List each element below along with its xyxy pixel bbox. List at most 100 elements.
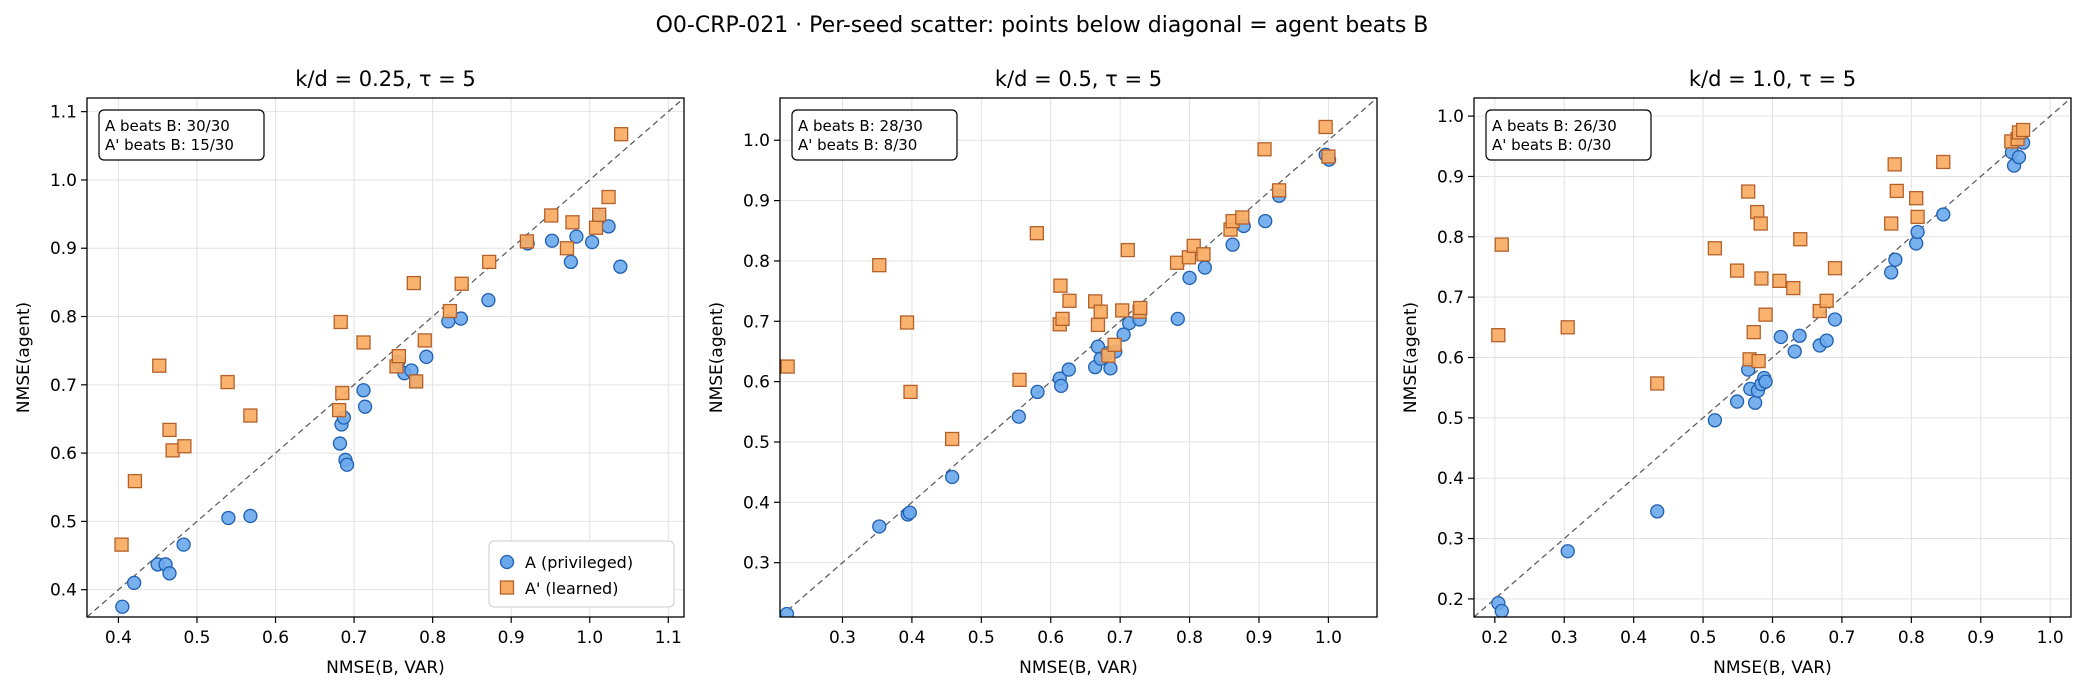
series-a-prime-point xyxy=(1494,237,1509,252)
panel-2: 0.3 0.4 0.5 0.6 0.7 0.8 0.9 1.0 0.3 0.4 0.5 0.6 0.7 0… xyxy=(707,67,1378,678)
series-a-point xyxy=(339,457,355,472)
points-layer xyxy=(114,127,629,614)
series-a-prime-point xyxy=(1793,232,1808,247)
axes-frame xyxy=(1473,97,2072,618)
series-a-prime-point xyxy=(872,258,887,273)
series-a-point xyxy=(1758,374,1773,389)
x-tick-label: 0.2 xyxy=(1481,628,1508,648)
series-a-point xyxy=(1650,504,1665,519)
series-a-prime-point xyxy=(1257,142,1272,157)
legend-frame xyxy=(488,540,675,608)
y-tick-label: 0.4 xyxy=(50,581,77,601)
x-tick-label: 0.5 xyxy=(1690,628,1717,648)
series-a-point xyxy=(1197,260,1212,275)
series-a-point xyxy=(544,233,560,248)
series-a-prime-point xyxy=(1318,119,1333,135)
y-tick-label: 0.6 xyxy=(50,444,77,464)
series-a-prime-point xyxy=(1055,311,1070,327)
series-a-prime-point xyxy=(408,374,424,389)
series-a-prime-point xyxy=(1707,241,1723,256)
series-a-point xyxy=(1560,544,1575,559)
series-a-prime-point xyxy=(1090,317,1106,333)
x-tick-label: 0.5 xyxy=(183,628,210,648)
series-a-prime-point xyxy=(1772,273,1787,289)
panel-title: k/d = 0.5, τ = 5 xyxy=(995,67,1162,91)
series-a-prime-point xyxy=(1936,154,1951,170)
y-tick-label: 0.9 xyxy=(1437,167,1464,187)
series-a-prime-point xyxy=(1062,293,1077,308)
series-a-point xyxy=(1827,312,1843,327)
series-a-prime-point xyxy=(454,276,469,291)
series-a-point xyxy=(1773,329,1788,345)
series-a-prime-point xyxy=(1029,226,1044,241)
x-tick-label: 0.8 xyxy=(1898,628,1925,648)
x-tick-label: 0.7 xyxy=(1828,628,1855,648)
y-tick-label: 1.0 xyxy=(50,171,77,191)
series-a-prime-point xyxy=(1196,247,1211,262)
annotation-box xyxy=(98,109,265,161)
x-tick-label: 0.8 xyxy=(1176,628,1203,648)
series-a-point xyxy=(1494,603,1509,617)
series-a-prime-point xyxy=(220,374,235,390)
series-a-prime-point xyxy=(1819,293,1834,308)
y-tick-label: 0.8 xyxy=(50,308,77,328)
y-tick-label: 1.0 xyxy=(1437,107,1464,127)
series-a-prime-point xyxy=(1650,376,1665,391)
y-axis-label: NMSE(agent) xyxy=(1401,302,1421,413)
series-a-prime-point xyxy=(1120,242,1135,258)
series-a-point xyxy=(1225,237,1240,252)
series-a-prime-point xyxy=(332,402,347,418)
series-a-point xyxy=(357,399,373,414)
series-a-point xyxy=(563,254,579,270)
diagonal-line xyxy=(1473,97,2072,618)
series-a-point xyxy=(1030,384,1045,400)
x-tick-label: 0.3 xyxy=(829,628,856,648)
series-a-prime-point xyxy=(1271,183,1287,198)
series-a-prime-point xyxy=(1786,280,1801,296)
annotation-box xyxy=(1485,109,1652,161)
series-a-prime-point xyxy=(1753,216,1768,231)
series-a-point xyxy=(481,292,496,308)
series-a-prime-point xyxy=(1751,353,1766,369)
series-a-prime-point xyxy=(1887,157,1902,172)
series-a-point xyxy=(126,575,142,591)
series-a-prime-point xyxy=(601,189,616,205)
series-a-prime-point xyxy=(544,208,559,223)
series-a-prime-point xyxy=(1827,261,1843,276)
series-a-prime-point xyxy=(417,333,432,348)
series-a-point xyxy=(1819,333,1834,348)
series-a-point xyxy=(162,566,177,581)
series-a-point xyxy=(1182,270,1197,285)
y-tick-label: 0.9 xyxy=(743,192,770,212)
legend-label: A' (learned) xyxy=(525,579,618,598)
series-a-prime-point xyxy=(335,385,350,401)
y-axis-label: NMSE(agent) xyxy=(707,302,727,413)
series-a-point xyxy=(176,537,191,552)
annotation-line: A' beats B: 8/30 xyxy=(798,136,917,154)
series-a-point xyxy=(1792,328,1807,343)
y-tick-label: 1.1 xyxy=(50,103,77,123)
points-layer xyxy=(780,119,1337,617)
series-a-point xyxy=(872,519,887,534)
series-a-prime-point xyxy=(565,215,580,230)
legend-marker-a xyxy=(499,554,515,570)
series-a-prime-point xyxy=(114,537,129,552)
legend-label: A (privileged) xyxy=(525,553,633,572)
y-tick-label: 0.3 xyxy=(1437,530,1464,550)
series-a-point xyxy=(584,234,600,250)
series-a-point xyxy=(945,469,960,485)
series-a-point xyxy=(1884,265,1899,280)
x-axis-label: NMSE(B, VAR) xyxy=(1713,658,1832,678)
series-a-point xyxy=(2011,149,2027,165)
annotation-line: A beats B: 30/30 xyxy=(105,117,230,135)
series-a-point xyxy=(419,349,434,364)
series-a-prime-point xyxy=(1107,337,1122,352)
series-a-prime-point xyxy=(177,439,192,454)
series-a-prime-point xyxy=(1235,210,1250,225)
series-a-prime-point xyxy=(406,275,421,291)
y-tick-label: 0.3 xyxy=(743,554,770,574)
series-a-prime-point xyxy=(903,384,918,400)
x-tick-label: 0.8 xyxy=(419,628,446,648)
series-a-prime-point xyxy=(2015,122,2031,138)
